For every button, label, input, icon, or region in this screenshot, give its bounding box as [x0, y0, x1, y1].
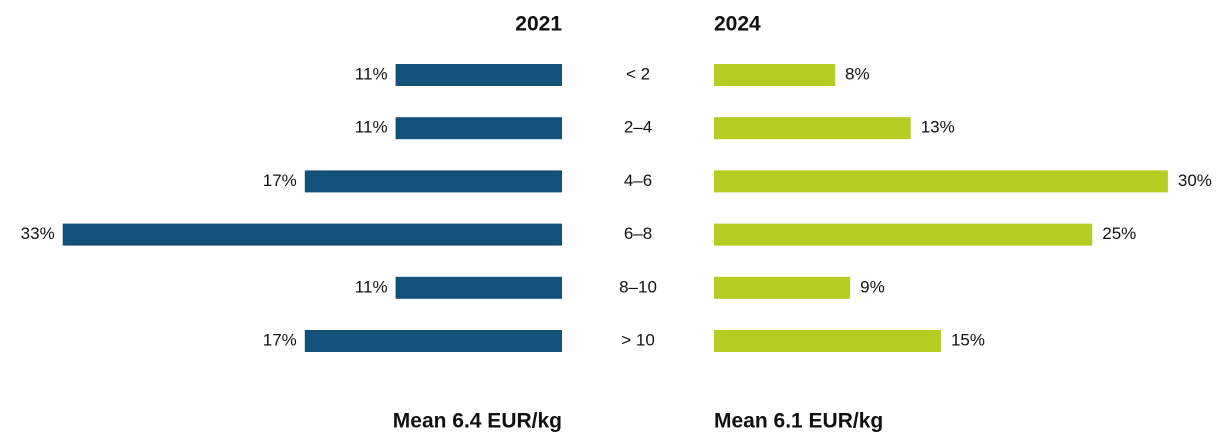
series-header: 2024: [714, 13, 761, 36]
bar: [62, 223, 563, 246]
bar: [714, 330, 941, 352]
category-label: 8–10: [619, 277, 657, 296]
category-label: 2–4: [624, 118, 652, 137]
value-label: 17%: [263, 171, 297, 190]
category-label: < 2: [626, 64, 650, 83]
value-label: 11%: [355, 118, 388, 137]
value-label: 17%: [263, 330, 297, 349]
bar: [304, 170, 562, 193]
value-label: 30%: [1178, 171, 1212, 190]
bar: [395, 276, 562, 299]
bar: [714, 223, 1093, 246]
value-label: 11%: [355, 64, 388, 83]
category-label: 4–6: [624, 171, 652, 190]
value-label: 11%: [355, 277, 388, 296]
bar: [714, 117, 911, 140]
series-header: 2021: [515, 13, 562, 36]
value-label: 25%: [1102, 224, 1136, 243]
value-label: 13%: [921, 118, 955, 137]
bar: [395, 117, 562, 140]
bar: [714, 170, 1168, 193]
bar: [304, 330, 562, 352]
mean-annotation: Mean 6.1 EUR/kg: [714, 410, 883, 433]
category-label: > 10: [621, 330, 655, 349]
bar: [714, 276, 851, 299]
category-label: 6–8: [624, 224, 652, 243]
bar: [395, 64, 562, 86]
value-label: 33%: [21, 224, 55, 243]
value-label: 9%: [860, 277, 885, 296]
mean-annotation: Mean 6.4 EUR/kg: [393, 410, 562, 433]
value-label: 8%: [845, 64, 870, 83]
value-label: 15%: [951, 330, 985, 349]
bar: [714, 64, 836, 86]
